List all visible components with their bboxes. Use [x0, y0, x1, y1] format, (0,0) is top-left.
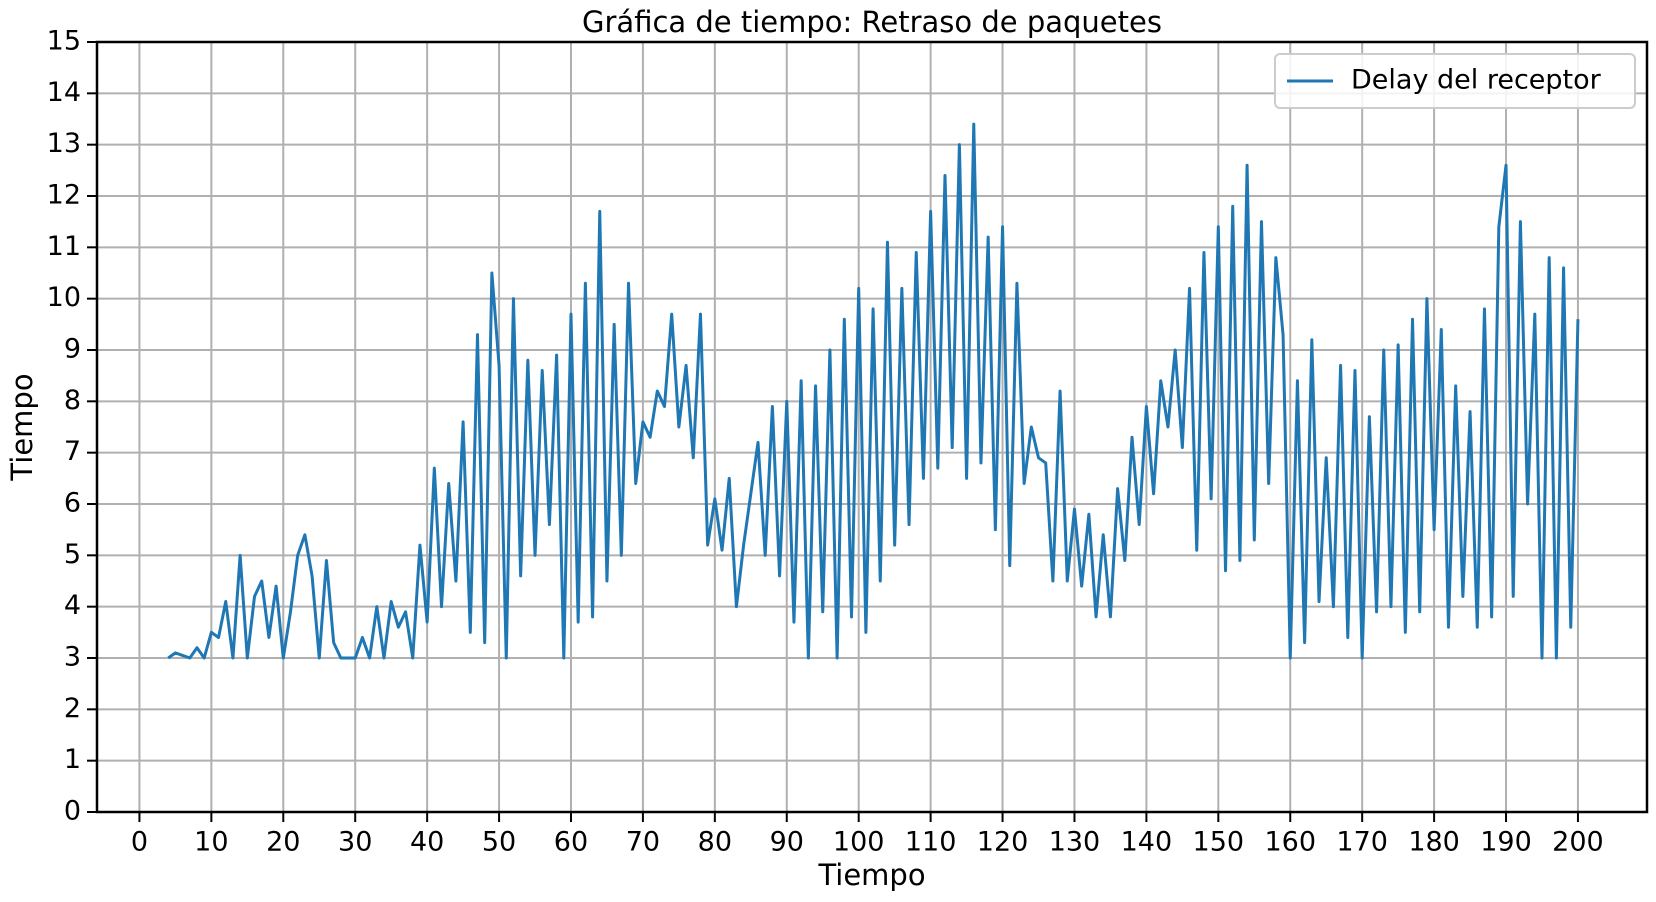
x-tick-label: 200	[1552, 827, 1604, 858]
data-line	[167, 122, 1580, 660]
y-tick-label: 15	[47, 26, 81, 57]
legend-box	[1274, 53, 1636, 109]
x-tick-label: 180	[1408, 827, 1460, 858]
y-tick-label: 7	[64, 436, 81, 467]
x-tick-label: 140	[1121, 827, 1173, 858]
x-tick-label: 130	[1049, 827, 1101, 858]
y-tick-label: 10	[47, 282, 81, 313]
x-tick-label: 80	[698, 827, 732, 858]
x-tick-label: 150	[1193, 827, 1245, 858]
y-tick-label: 4	[64, 590, 81, 621]
x-tick-label: 70	[626, 827, 660, 858]
y-tick-label: 8	[64, 385, 81, 416]
y-tick-label: 12	[47, 180, 81, 211]
x-tick-label: 190	[1480, 827, 1532, 858]
x-tick-label: 20	[266, 827, 300, 858]
x-tick-label: 30	[338, 827, 372, 858]
x-tick-label: 40	[410, 827, 444, 858]
x-axis-label: Tiempo	[817, 858, 925, 892]
y-tick-label: 3	[64, 642, 81, 673]
x-tick-label: 170	[1336, 827, 1388, 858]
y-tick-label: 11	[47, 231, 81, 262]
legend-label: Delay del receptor	[1351, 65, 1602, 96]
x-tick-label: 90	[770, 827, 804, 858]
y-tick-label: 6	[64, 488, 81, 519]
y-tick-label: 0	[64, 796, 81, 827]
y-tick-label: 1	[64, 744, 81, 775]
x-tick-label: 100	[833, 827, 885, 858]
y-tick-label: 5	[64, 539, 81, 570]
legend: Delay del receptor	[1274, 53, 1636, 109]
x-tick-label: 50	[482, 827, 516, 858]
x-tick-label: 110	[905, 827, 957, 858]
x-tick-label: 60	[554, 827, 588, 858]
y-tick-label: 13	[47, 128, 81, 159]
y-tick-label: 14	[47, 77, 81, 108]
x-tick-label: 0	[131, 827, 148, 858]
chart-title: Gráfica de tiempo: Retraso de paquetes	[582, 5, 1162, 39]
y-tick-label: 9	[64, 334, 81, 365]
y-tick-label: 2	[64, 693, 81, 724]
plot-frame	[95, 40, 1649, 814]
x-tick-label: 160	[1264, 827, 1316, 858]
y-axis-label: Tiempo	[5, 373, 39, 481]
x-tick-label: 10	[194, 827, 228, 858]
x-tick-label: 120	[977, 827, 1029, 858]
